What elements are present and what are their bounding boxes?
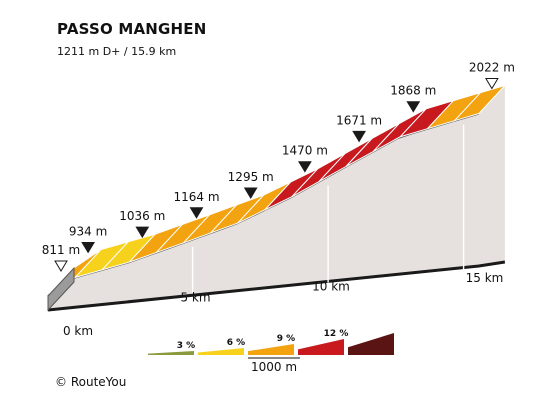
copyright: © RouteYou: [55, 375, 126, 389]
checkpoint-elevation-label: 811 m: [42, 243, 80, 257]
legend-scale-label: 1000 m: [251, 360, 297, 374]
legend-gradient-swatch: [298, 339, 344, 355]
checkpoint-elevation-label: 1671 m: [336, 113, 382, 127]
legend-gradient-swatch: [148, 351, 194, 355]
checkpoint-elevation-label: 1470 m: [282, 144, 328, 158]
legend-gradient-label: 12 %: [324, 329, 349, 339]
profile-baseline: [47, 260, 506, 312]
endpoint-marker-icon: [54, 260, 68, 272]
checkpoint-elevation-label: 2022 m: [469, 61, 515, 75]
checkpoint-marker-icon: [298, 161, 312, 173]
chart-subtitle: 1211 m D+ / 15.9 km: [57, 45, 177, 58]
chart-title: PASSO MANGHEN: [57, 20, 207, 38]
km-tick-label: 10 km: [312, 280, 350, 294]
legend-gradient-swatch: [348, 333, 394, 355]
checkpoint-marker-icon: [189, 207, 204, 219]
legend-gradient-swatch: [198, 348, 244, 355]
checkpoint-marker-icon: [135, 226, 150, 239]
gradient-segment: [452, 84, 507, 122]
profile-side-face: [48, 85, 505, 311]
brand-name: RouteYou: [70, 375, 127, 389]
checkpoint-elevation-label: 934 m: [69, 224, 107, 238]
km-tick-label: 5 km: [180, 290, 210, 304]
km-tick-label: 15 km: [466, 271, 504, 285]
checkpoint-elevation-label: 1036 m: [119, 209, 165, 223]
legend-gradient-swatch: [248, 344, 294, 355]
legend-gradient-label: 9 %: [277, 334, 295, 344]
legend-gradient-label: 6 %: [227, 338, 245, 348]
checkpoint-marker-icon: [243, 187, 258, 200]
checkpoint-marker-icon: [406, 101, 421, 113]
checkpoint-elevation-label: 1295 m: [228, 170, 274, 184]
legend-gradient-label: 3 %: [177, 341, 195, 351]
checkpoint-elevation-label: 1868 m: [390, 84, 436, 98]
checkpoint-marker-icon: [352, 130, 366, 143]
checkpoint-elevation-label: 1164 m: [173, 190, 219, 204]
checkpoint-marker-icon: [81, 241, 95, 254]
km-tick-label: 0 km: [63, 324, 93, 338]
endpoint-marker-icon: [485, 78, 499, 90]
copyright-icon: ©: [55, 375, 67, 389]
profile-left-cap: [47, 266, 75, 312]
